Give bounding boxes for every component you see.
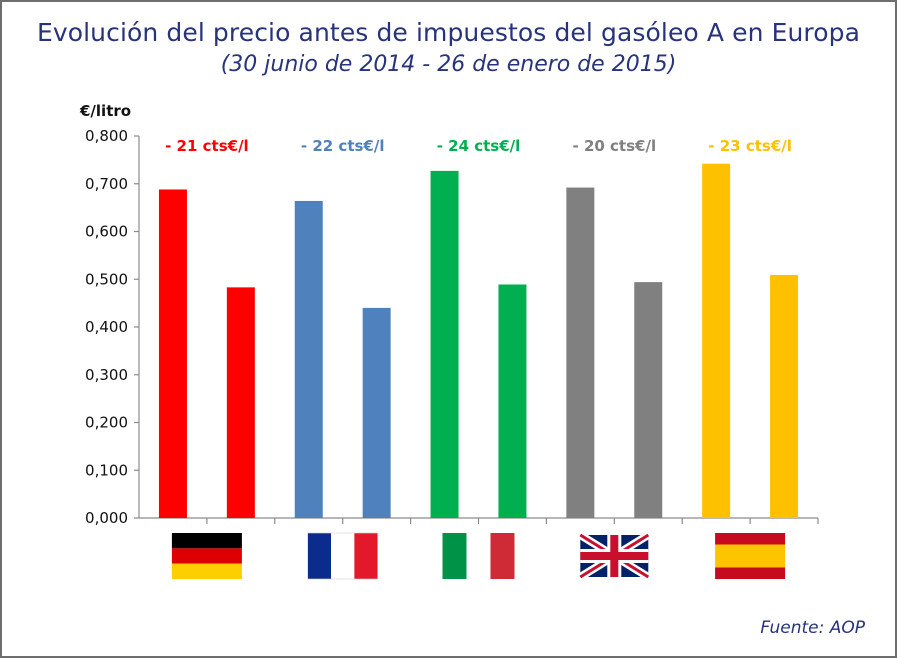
bar-italy-jun-2014 xyxy=(430,170,459,519)
y-tick-label: 0,500 xyxy=(85,270,128,288)
y-tick-label: 0,600 xyxy=(85,223,128,241)
change-label-france: - 22 cts€/l xyxy=(301,137,385,155)
bar-germany-jun-2014 xyxy=(158,189,187,519)
source-note: Fuente: AOP xyxy=(760,618,865,638)
change-label-uk: - 20 cts€/l xyxy=(573,137,657,155)
bar-spain-jan-2015 xyxy=(770,274,799,518)
bar-germany-jan-2015 xyxy=(226,287,255,518)
y-tick-label: 0,000 xyxy=(85,509,128,527)
spain-flag-icon xyxy=(715,533,786,579)
uk-flag-icon xyxy=(578,531,651,581)
chart-subtitle: (30 junio de 2014 - 26 de enero de 2015) xyxy=(220,52,677,77)
bar-france-jan-2015 xyxy=(362,307,391,518)
italy-flag-icon xyxy=(442,533,515,579)
y-tick-label: 0,100 xyxy=(85,461,128,479)
y-tick-label: 0,200 xyxy=(85,414,128,432)
france-flag-icon xyxy=(307,532,379,580)
y-tick-label: 0,300 xyxy=(85,366,128,384)
bar-uk-jun-2014 xyxy=(566,187,595,518)
bar-france-jun-2014 xyxy=(294,200,323,518)
bar-italy-jan-2015 xyxy=(498,284,527,518)
y-tick-label: 0,700 xyxy=(85,175,128,193)
change-label-italy: - 24 cts€/l xyxy=(437,137,521,155)
y-axis-label: €/litro xyxy=(79,102,131,120)
change-label-germany: - 21 cts€/l xyxy=(165,137,249,155)
y-tick-label: 0,400 xyxy=(85,318,128,336)
germany-flag-icon xyxy=(171,533,242,579)
change-label-spain: - 23 cts€/l xyxy=(708,137,792,155)
bar-spain-jun-2014 xyxy=(702,163,731,518)
chart-title: Evolución del precio antes de impuestos … xyxy=(36,18,861,47)
y-tick-label: 0,800 xyxy=(85,127,128,145)
bar-uk-jan-2015 xyxy=(634,282,663,518)
